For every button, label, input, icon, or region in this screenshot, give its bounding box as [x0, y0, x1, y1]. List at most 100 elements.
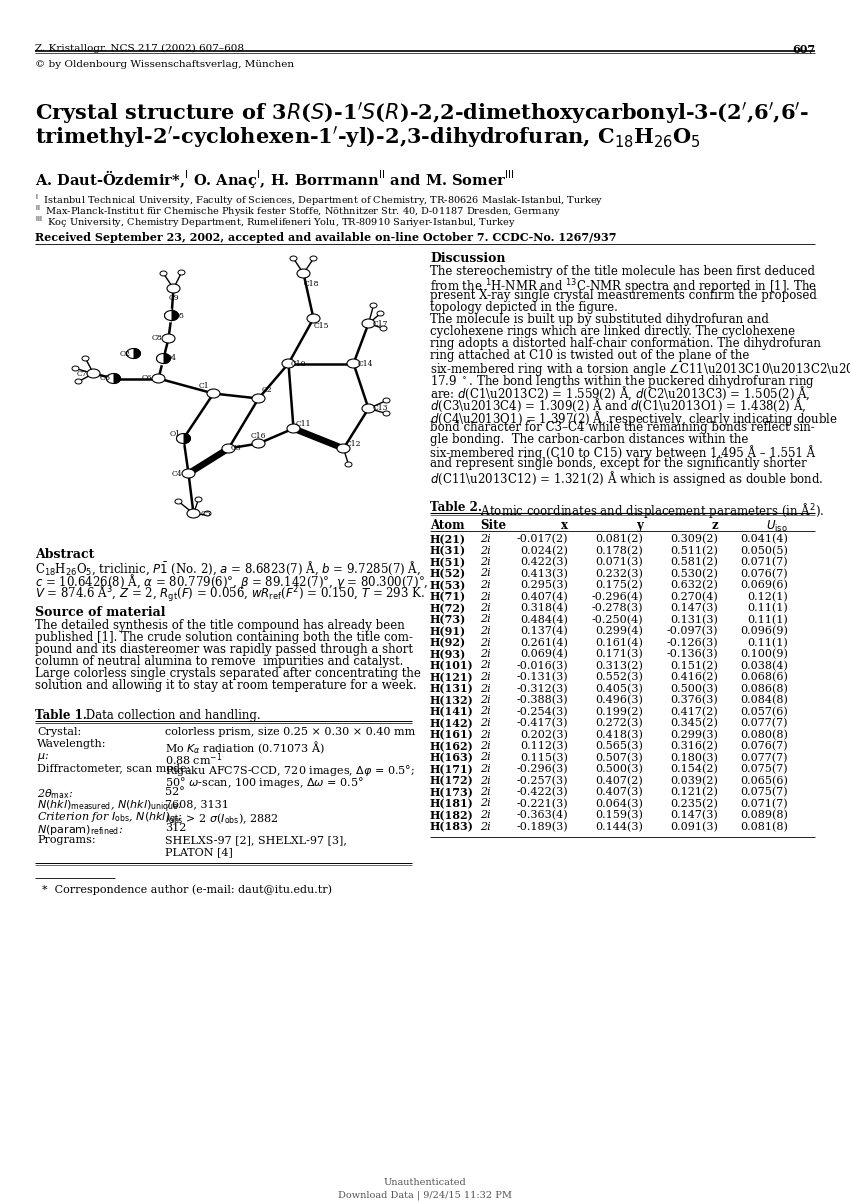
- Text: C18: C18: [303, 280, 320, 287]
- Text: 0.496(3): 0.496(3): [595, 695, 643, 706]
- Text: 0.041(4): 0.041(4): [740, 534, 788, 545]
- Ellipse shape: [72, 365, 79, 371]
- Text: 0.299(4): 0.299(4): [595, 626, 643, 636]
- Text: Mo $K_\alpha$ radiation (0.71073 Å): Mo $K_\alpha$ radiation (0.71073 Å): [165, 739, 325, 756]
- Text: H(161): H(161): [430, 730, 473, 740]
- Text: six-membered ring (C10 to C15) vary between 1.495 Å – 1.551 Å: six-membered ring (C10 to C15) vary betw…: [430, 445, 815, 460]
- Text: -0.221(3): -0.221(3): [516, 798, 568, 809]
- Text: The stereochemistry of the title molecule has been first deduced: The stereochemistry of the title molecul…: [430, 264, 815, 278]
- Wedge shape: [156, 351, 163, 365]
- Text: 0.202(3): 0.202(3): [520, 730, 568, 739]
- Ellipse shape: [297, 269, 310, 278]
- Text: PLATON [4]: PLATON [4]: [165, 847, 233, 857]
- Text: -0.388(3): -0.388(3): [516, 695, 568, 706]
- Text: C8: C8: [151, 334, 162, 343]
- Text: 0.075(7): 0.075(7): [740, 787, 788, 797]
- Text: C12: C12: [346, 440, 361, 447]
- Text: 2i: 2i: [480, 661, 490, 671]
- Text: 0.313(2): 0.313(2): [595, 661, 643, 671]
- Ellipse shape: [290, 256, 297, 261]
- Text: Atomic coordinates and displacement parameters (in Å$^2$).: Atomic coordinates and displacement para…: [477, 501, 824, 520]
- Text: 2i: 2i: [480, 626, 490, 636]
- Text: 0.272(3): 0.272(3): [595, 718, 643, 728]
- Text: C4: C4: [171, 470, 182, 477]
- Text: 0.417(2): 0.417(2): [671, 707, 718, 716]
- Ellipse shape: [82, 356, 89, 361]
- Text: 2i: 2i: [480, 695, 490, 706]
- Ellipse shape: [175, 499, 182, 504]
- Text: -0.254(3): -0.254(3): [516, 707, 568, 716]
- Text: 2i: 2i: [480, 649, 490, 659]
- Text: 2i: 2i: [480, 707, 490, 716]
- Text: 17.9 $^\circ$. The bond lengths within the puckered dihydrofuran ring: 17.9 $^\circ$. The bond lengths within t…: [430, 373, 815, 389]
- Text: 0.407(4): 0.407(4): [520, 591, 568, 602]
- Text: 2i: 2i: [480, 730, 490, 739]
- Text: H(141): H(141): [430, 707, 473, 718]
- Text: Large colorless single crystals separated after concentrating the: Large colorless single crystals separate…: [35, 667, 421, 680]
- Ellipse shape: [307, 314, 320, 323]
- Text: 2i: 2i: [480, 637, 490, 648]
- Text: 0.11(1): 0.11(1): [747, 603, 788, 613]
- Text: 0.084(8): 0.084(8): [740, 695, 788, 706]
- Ellipse shape: [383, 398, 390, 403]
- Text: 0.081(2): 0.081(2): [595, 534, 643, 545]
- Text: O2: O2: [120, 350, 131, 357]
- Text: $^{\rm III}$  Koç University, Chemistry Department, Rumelifeneri Yolu, TR-80910 : $^{\rm III}$ Koç University, Chemistry D…: [35, 214, 515, 230]
- Text: 0.069(6): 0.069(6): [740, 581, 788, 590]
- Ellipse shape: [337, 444, 350, 453]
- Ellipse shape: [87, 369, 100, 377]
- Text: y: y: [636, 519, 643, 532]
- Text: 0.376(3): 0.376(3): [671, 695, 718, 706]
- Text: 0.069(4): 0.069(4): [520, 649, 568, 660]
- Text: 0.147(3): 0.147(3): [671, 810, 718, 820]
- Text: z: z: [711, 519, 718, 532]
- Text: $d$(C4\u2013O1) = 1.397(2) Å, respectively, clearly indicating double: $d$(C4\u2013O1) = 1.397(2) Å, respective…: [430, 409, 838, 428]
- Text: 0.345(2): 0.345(2): [670, 718, 718, 728]
- Text: O1: O1: [170, 429, 181, 438]
- Text: trimethyl-2$'$-cyclohexen-1$'$-yl)-2,3-dihydrofuran, C$_{18}$H$_{26}$O$_5$: trimethyl-2$'$-cyclohexen-1$'$-yl)-2,3-d…: [35, 124, 700, 150]
- Text: 0.071(3): 0.071(3): [595, 557, 643, 567]
- Text: 0.076(7): 0.076(7): [740, 569, 788, 579]
- Text: C5: C5: [201, 510, 211, 518]
- Text: H(101): H(101): [430, 661, 473, 672]
- Text: 0.507(3): 0.507(3): [595, 752, 643, 763]
- Text: 2i: 2i: [480, 798, 490, 809]
- Text: H(163): H(163): [430, 752, 473, 763]
- Text: C13: C13: [372, 405, 388, 412]
- Text: ring adopts a distorted half-chair conformation. The dihydrofuran: ring adopts a distorted half-chair confo…: [430, 337, 821, 350]
- Text: O4: O4: [166, 355, 177, 363]
- Text: 0.077(7): 0.077(7): [740, 718, 788, 728]
- Text: 0.137(4): 0.137(4): [520, 626, 568, 636]
- Ellipse shape: [182, 469, 195, 478]
- Wedge shape: [165, 309, 172, 322]
- Bar: [35, 250, 412, 537]
- Text: 0.091(3): 0.091(3): [670, 821, 718, 832]
- Ellipse shape: [252, 439, 265, 448]
- Text: C3: C3: [231, 445, 242, 452]
- Text: six-membered ring with a torsion angle $\angle$C11\u2013C10\u2013C2\u2013C3 =: six-membered ring with a torsion angle $…: [430, 361, 850, 377]
- Text: SHELXS-97 [2], SHELXL-97 [3],: SHELXS-97 [2], SHELXL-97 [3],: [165, 835, 347, 845]
- Text: H(91): H(91): [430, 626, 466, 637]
- Text: 2i: 2i: [480, 581, 490, 590]
- Ellipse shape: [252, 394, 265, 403]
- Ellipse shape: [370, 303, 377, 308]
- Text: C11: C11: [296, 419, 311, 428]
- Text: 2$\theta_{\rm max}$:: 2$\theta_{\rm max}$:: [37, 787, 73, 801]
- Text: Table 1.: Table 1.: [35, 709, 87, 722]
- Ellipse shape: [177, 434, 190, 444]
- Text: 0.500(3): 0.500(3): [670, 684, 718, 694]
- Ellipse shape: [167, 284, 180, 293]
- Text: Abstract: Abstract: [35, 548, 94, 561]
- Text: C9: C9: [168, 294, 178, 303]
- Text: 0.235(2): 0.235(2): [670, 798, 718, 809]
- Text: 0.121(2): 0.121(2): [670, 787, 718, 797]
- Text: C$_{18}$H$_{26}$O$_5$, triclinic, $P\bar{1}$ (No. 2), $a$ = 8.6823(7) Å, $b$ = 9: C$_{18}$H$_{26}$O$_5$, triclinic, $P\bar…: [35, 560, 421, 577]
- Text: 0.112(3): 0.112(3): [520, 740, 568, 751]
- Text: 607: 607: [792, 44, 815, 55]
- Text: H(21): H(21): [430, 534, 466, 545]
- Text: 0.270(4): 0.270(4): [671, 591, 718, 602]
- Text: colorless prism, size 0.25 × 0.30 × 0.40 mm: colorless prism, size 0.25 × 0.30 × 0.40…: [165, 727, 416, 737]
- Text: $\mu$:: $\mu$:: [37, 751, 49, 763]
- Text: -0.189(3): -0.189(3): [516, 821, 568, 832]
- Text: -0.136(3): -0.136(3): [666, 649, 718, 660]
